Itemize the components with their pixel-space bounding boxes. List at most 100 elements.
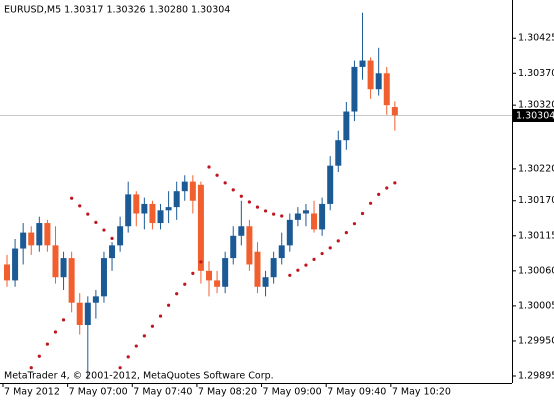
candle-body (214, 280, 221, 287)
sar-dot (207, 165, 211, 169)
sar-dot (78, 204, 82, 208)
candle-body (391, 107, 398, 116)
sar-dot (296, 268, 300, 272)
candle-body (238, 226, 245, 236)
sar-dot (215, 173, 219, 177)
candle-body (222, 258, 229, 287)
sar-dot (158, 314, 163, 318)
sar-dot (320, 252, 324, 256)
candle-body (351, 66, 358, 112)
sar-dot (118, 366, 122, 370)
candle-body (173, 191, 180, 208)
sar-dot (199, 260, 203, 264)
sar-dot (344, 231, 348, 235)
candle-body (246, 226, 253, 265)
candle-body (68, 258, 75, 303)
sar-dot (239, 194, 243, 198)
sar-dot (369, 201, 373, 205)
candle-body (367, 60, 374, 90)
y-tick-label: 1.30220 (518, 163, 554, 174)
sar-dot (94, 220, 98, 225)
sar-dot (263, 209, 268, 213)
sar-dot (53, 330, 58, 334)
candle-body (286, 219, 293, 246)
sar-dot (61, 318, 66, 322)
sar-dot (328, 246, 332, 250)
sar-dot (255, 205, 260, 209)
y-tick-label: 1.30005 (518, 300, 554, 311)
candle-body (92, 296, 99, 303)
candle-body (109, 245, 116, 259)
sar-dot (312, 257, 316, 261)
candle-body (28, 232, 35, 246)
candle-body (230, 235, 237, 259)
sar-dot (86, 212, 90, 216)
x-tick-label: 7 May 09:40 (327, 387, 386, 398)
y-tick-label: 1.29895 (518, 370, 554, 381)
candle-body (383, 73, 390, 106)
sar-dot (385, 186, 389, 190)
candle-body (36, 223, 43, 246)
candle-body (4, 264, 10, 281)
candle-body (270, 258, 277, 278)
candle-body (44, 223, 51, 246)
sar-dot (223, 181, 227, 185)
sar-dot (393, 181, 397, 185)
bid-label-box (513, 109, 554, 122)
sar-dot (29, 366, 33, 370)
candle-body (311, 213, 318, 230)
chart-title: EURUSD,M5 1.30317 1.30326 1.30280 1.3030… (4, 5, 230, 16)
candle-body (327, 165, 334, 204)
sar-dot (142, 334, 146, 338)
candle-body (375, 73, 382, 90)
footer: MetaTrader 4, © 2001-2012, MetaQuotes So… (4, 371, 274, 382)
candle-body (84, 302, 91, 326)
sar-dot (102, 228, 106, 232)
sar-dot (45, 342, 50, 346)
candle-body (206, 270, 212, 281)
x-tick-label: 7 May 09:00 (263, 387, 322, 398)
candle-body (20, 232, 27, 249)
sar-dot (336, 239, 340, 243)
sar-dot (70, 196, 74, 200)
candle-body (343, 111, 350, 141)
y-tick-label: 1.30170 (518, 195, 554, 206)
plot-area (0, 12, 512, 380)
candle-body (262, 277, 269, 287)
candle-body (149, 203, 156, 224)
sar-dot (37, 354, 41, 358)
candle-body (52, 245, 59, 278)
x-tick-label: 7 May 10:20 (392, 387, 451, 398)
candle-body (319, 203, 326, 230)
sar-dot (134, 344, 138, 348)
sar-dot (280, 214, 284, 218)
sar-dot (352, 222, 357, 226)
candle-body (302, 210, 309, 214)
x-tick-label: 7 May 07:40 (133, 387, 192, 398)
sar-dot (360, 211, 365, 216)
candle-body (359, 60, 366, 67)
candle-body (189, 181, 196, 201)
sar-dot (272, 212, 276, 216)
candle-body (335, 140, 342, 166)
sar-dot (175, 292, 179, 296)
candle-body (100, 258, 107, 297)
sar-dot (183, 282, 187, 286)
sar-dot (288, 273, 292, 277)
candle-body (133, 194, 140, 214)
candle-body (197, 184, 204, 271)
candle-body (60, 258, 67, 278)
y-tick-label: 1.30320 (518, 100, 554, 111)
candle-body (76, 302, 83, 326)
y-tick-label: 1.29950 (518, 335, 554, 346)
bid-label: 1.30304 (516, 111, 554, 122)
sar-dot (304, 263, 308, 267)
y-tick-label: 1.30370 (518, 68, 554, 79)
candle-body (165, 207, 172, 211)
sar-dot (377, 192, 381, 196)
x-tick-label: 7 May 08:20 (198, 387, 257, 398)
sar-dot (231, 188, 235, 192)
candle-body (125, 194, 132, 227)
